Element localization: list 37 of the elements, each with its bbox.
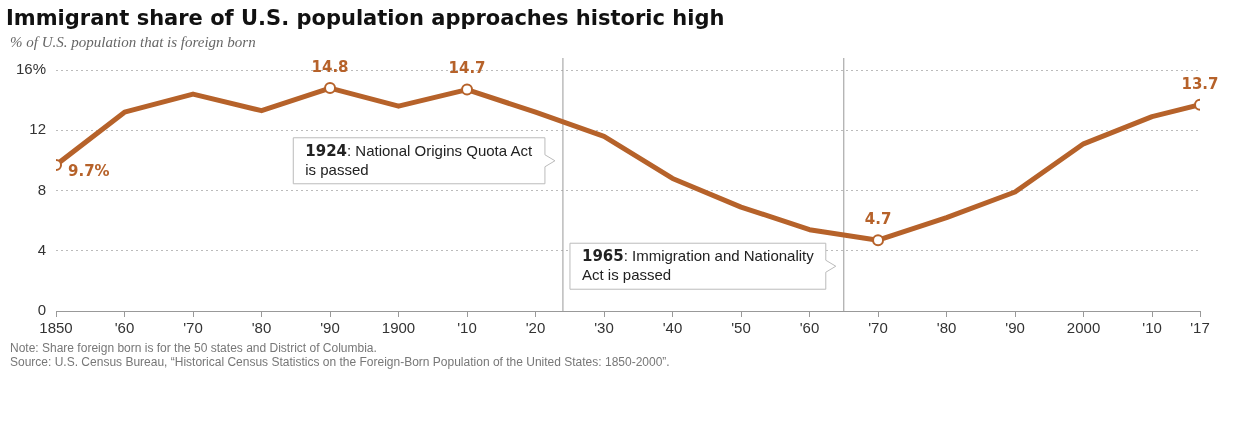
text: Note: Share foreign born is for the 50 states and District of Columbia. xyxy=(10,341,378,355)
chart-subtitle: % of U.S. population that is foreign born xyxy=(10,34,257,51)
data-label: 13.7 xyxy=(1181,74,1219,93)
y-tick-label: 0 xyxy=(37,301,47,319)
source-note: Source: U.S. Census Bureau, “Historical Census Statistics on the Foreign-Born Population of the United States: 1850-2000”. xyxy=(10,355,671,369)
x-tick-label: '70 xyxy=(868,319,888,337)
data-label: 4.7 xyxy=(864,210,892,229)
y-tick-label: 12 xyxy=(29,120,47,138)
x-tick-label: '80 xyxy=(251,319,272,337)
y-tick-label: 16% xyxy=(15,60,47,78)
x-tick-label: '20 xyxy=(525,319,546,337)
y-tick-label: 4 xyxy=(37,240,47,258)
x-tick-label: '60 xyxy=(114,319,135,337)
x-tick-label: 1850 xyxy=(39,319,73,337)
ref-line-label: 1924: National Origins Quota Act is passed xyxy=(305,141,533,178)
x-tick-label: 2000 xyxy=(1066,319,1101,337)
x-tick-label: '90 xyxy=(1005,319,1025,337)
x-tick-label: '10 xyxy=(457,319,477,337)
y-tick-label: 8 xyxy=(37,180,47,198)
data-label: 9.7% xyxy=(68,161,110,180)
x-tick-label: '70 xyxy=(183,319,203,337)
chart-title: Immigrant share of U.S. population approaches historic high xyxy=(6,6,726,30)
x-tick-label: '40 xyxy=(662,319,683,337)
x-tick-label: '50 xyxy=(731,319,751,337)
x-tick-label: '90 xyxy=(320,319,340,337)
point xyxy=(461,83,474,96)
data-label: 14.8 xyxy=(311,57,349,76)
x-tick-label: 1900 xyxy=(381,319,416,337)
point xyxy=(324,82,337,95)
x-tick-label: '10 xyxy=(1142,319,1162,337)
x-tick-label: '17 xyxy=(1190,319,1210,337)
x-tick-label: '30 xyxy=(594,319,614,337)
ref-line-label: 1965: Immigration and Nationality Act is passed xyxy=(581,247,815,284)
x-tick-label: '60 xyxy=(799,319,820,337)
point xyxy=(872,234,885,247)
data-label: 14.7 xyxy=(448,59,486,78)
x-tick-label: '80 xyxy=(936,319,957,337)
